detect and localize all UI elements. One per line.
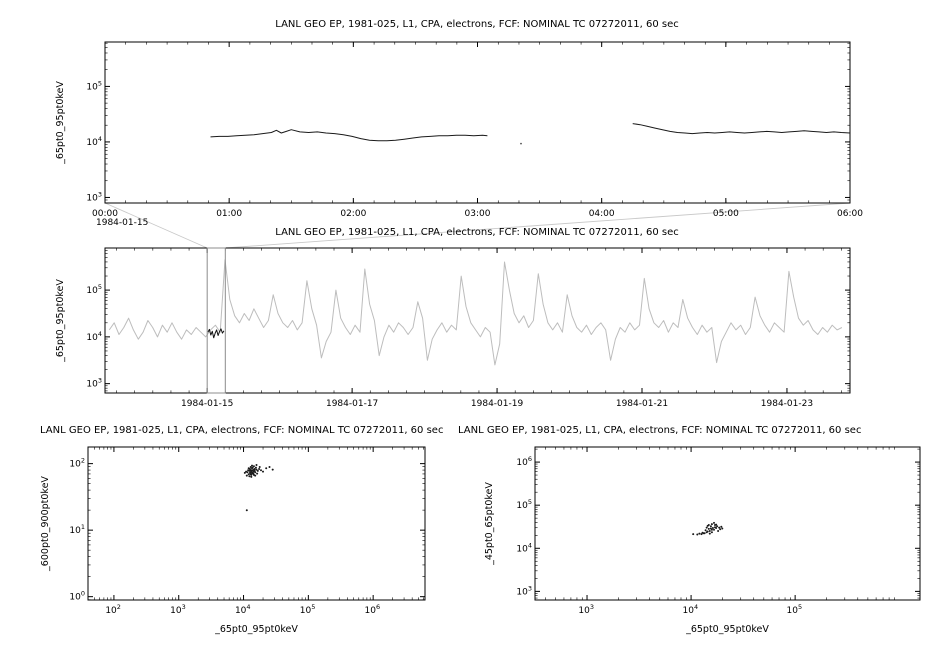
- tick-label: 1984-01-21: [616, 399, 668, 409]
- tick-label: 06:00: [837, 209, 863, 219]
- panel-overview-timeseries: 103 104 105 1984-01-15 1984-01-17 1984-01-19 1…: [55, 247, 851, 409]
- axes-frame: [87, 446, 426, 601]
- tick-label: 02:00: [340, 209, 366, 219]
- tick-label: 105: [86, 79, 102, 92]
- tick-label: 105: [516, 498, 532, 511]
- zoom-window-flux: [207, 328, 225, 339]
- tick-label: 104: [516, 541, 532, 554]
- tick-label: 105: [787, 603, 803, 616]
- panel3-title: LANL GEO EP, 1981-025, L1, CPA, electron…: [40, 425, 444, 436]
- panel3-ylabel: _600pt0_900pt0keV: [40, 476, 51, 572]
- panel4-xlabel: _65pt0_95pt0keV: [685, 624, 769, 635]
- tick-label: 105: [300, 603, 316, 616]
- tick-label: 04:00: [589, 209, 615, 219]
- tick-label: 1984-01-15: [181, 399, 233, 409]
- tick-label: 104: [235, 603, 251, 616]
- panel2-title: LANL GEO EP, 1981-025, L1, CPA, electron…: [275, 227, 679, 238]
- tick-label: 102: [69, 457, 85, 470]
- zoom-connector-left: [104, 202, 208, 249]
- flux-segment-1: [210, 129, 488, 142]
- axes-frame: [104, 41, 851, 204]
- zoom-connector-right: [225, 202, 851, 249]
- panel1-start-date-label: 1984-01-15: [96, 218, 149, 228]
- tick-label: 103: [578, 603, 594, 616]
- scatter-right-points: [692, 521, 724, 536]
- panel-scatter-right: 103 104 105 106 103 104 105 _45pt0_65pt0keV _65p…: [484, 446, 921, 635]
- axes-frame: [104, 247, 851, 394]
- flux-segment-2: [632, 123, 851, 135]
- panel-scatter-left: 100 101 102 102 103 104 105 106 _600pt0_900pt0ke…: [40, 446, 426, 635]
- tick-label: 00:00: [92, 209, 118, 219]
- overview-flux: [108, 259, 843, 366]
- tick-label: 106: [365, 603, 381, 616]
- isolated-sample: [520, 142, 522, 145]
- panel4-title: LANL GEO EP, 1981-025, L1, CPA, electron…: [458, 425, 862, 436]
- tick-label: 03:00: [465, 209, 491, 219]
- tick-label: 103: [86, 190, 102, 203]
- tick-label: 1984-01-17: [326, 399, 378, 409]
- tick-label: 104: [86, 135, 102, 148]
- tick-label: 104: [86, 330, 102, 343]
- tick-label: 103: [86, 377, 102, 390]
- tick-label: 1984-01-19: [471, 399, 524, 409]
- tick-label: 106: [516, 455, 532, 468]
- tick-label: 01:00: [216, 209, 242, 219]
- scatter-left-points: [243, 464, 274, 512]
- tick-label: 05:00: [713, 209, 739, 219]
- tick-label: 103: [516, 584, 532, 597]
- axes-frame: [534, 446, 921, 601]
- panel1-title: LANL GEO EP, 1981-025, L1, CPA, electron…: [275, 19, 679, 30]
- tick-label: 105: [86, 283, 102, 296]
- tick-label: 103: [170, 603, 186, 616]
- panel2-ylabel: _65pt0_95pt0keV: [55, 279, 66, 363]
- tick-label: 102: [105, 603, 121, 616]
- tick-label: 104: [682, 603, 698, 616]
- tick-label: 101: [69, 523, 85, 536]
- panel-top-timeseries: 103 104 105 00:00 01:00 02:00 03:00 04:00 05:00 0…: [55, 41, 863, 219]
- tick-label: 1984-01-23: [761, 399, 813, 409]
- panel3-xlabel: _65pt0_95pt0keV: [214, 624, 298, 635]
- zoom-selection-box[interactable]: [206, 247, 226, 394]
- panel4-ylabel: _45pt0_65pt0keV: [484, 482, 495, 566]
- tick-label: 100: [69, 590, 85, 603]
- panel1-ylabel: _65pt0_95pt0keV: [55, 81, 66, 165]
